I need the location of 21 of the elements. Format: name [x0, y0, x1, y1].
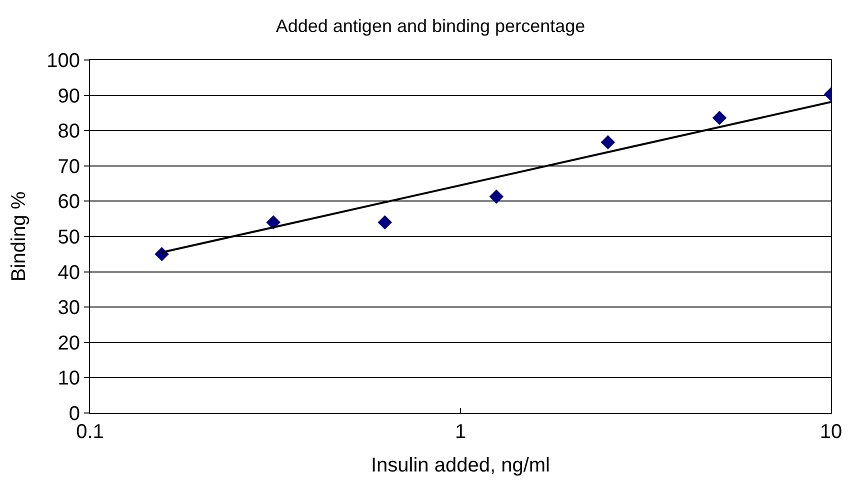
point: [378, 215, 392, 230]
y-tick-label: 100: [46, 50, 80, 72]
y-tick-label: 40: [58, 262, 80, 284]
point: [712, 110, 727, 126]
point: [600, 135, 616, 150]
point: [266, 215, 280, 230]
y-axis-title: Binding %: [8, 191, 30, 282]
y-tick-label: 90: [58, 85, 80, 108]
y-tick-label: 60: [58, 191, 80, 214]
y-tick-label: 20: [58, 332, 80, 354]
y-tick-label: 10: [58, 368, 80, 390]
x-axis-title: Insulin added, ng/ml: [370, 454, 550, 476]
chart-title: Added antigen and binding percentage: [276, 16, 586, 36]
y-tick-label: 80: [58, 120, 80, 143]
x-tick-label: 10: [820, 421, 842, 443]
y-tick-label: 30: [58, 297, 80, 320]
x-tick-label: 1: [454, 421, 466, 443]
point: [154, 247, 169, 262]
point: [489, 189, 504, 204]
y-tick-label: 50: [58, 226, 80, 248]
y-tick-label: 70: [58, 156, 80, 178]
